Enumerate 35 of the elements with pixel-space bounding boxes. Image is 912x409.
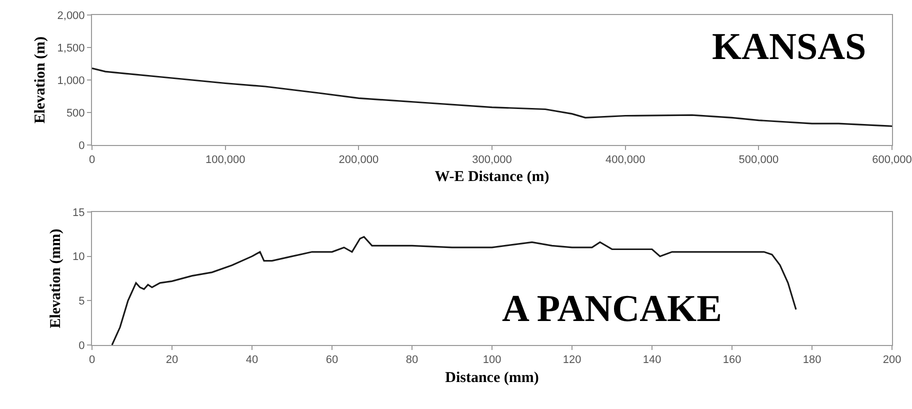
y-axis-title: Elevation (m): [32, 36, 49, 124]
x-tick-label: 60: [326, 354, 338, 366]
y-tick-label: 1,500: [57, 42, 85, 54]
x-tick-label: 0: [88, 154, 96, 166]
y-axis-title: Elevation (mm): [48, 228, 64, 328]
x-tick-label: 100: [482, 354, 502, 366]
y-tick-label: 15: [72, 206, 85, 219]
x-tick-label: 80: [406, 354, 418, 366]
x-axis-title: Distance (mm): [445, 370, 539, 386]
y-tick-label: 1,000: [57, 74, 85, 87]
line-series: [92, 68, 892, 127]
y-tick-label: 0: [78, 340, 85, 352]
x-tick-label: 140: [642, 354, 662, 366]
x-tick-label: 200,000: [338, 154, 379, 166]
x-tick-label: 0: [88, 354, 96, 366]
x-tick-label: 500,000: [738, 154, 779, 166]
x-axis-title: W-E Distance (m): [434, 169, 550, 185]
y-tick-label: 5: [78, 296, 85, 308]
x-tick-label: 180: [802, 354, 822, 366]
y-tick-label: 0: [78, 140, 85, 152]
annotation: A PANCAKE: [502, 288, 722, 330]
line-series: [111, 236, 797, 345]
x-tick-label: 160: [722, 354, 742, 366]
x-tick-label: 200: [882, 354, 902, 366]
x-tick-label: 100,000: [205, 154, 246, 166]
x-tick-label: 600,000: [872, 154, 912, 166]
y-tick-label: 500: [66, 107, 85, 120]
x-tick-label: 120: [562, 354, 582, 366]
y-tick-label: 10: [72, 251, 85, 264]
x-tick-label: 20: [166, 354, 178, 366]
x-tick-label: 300,000: [472, 154, 512, 166]
x-tick-label: 40: [246, 354, 258, 366]
y-tick-label: 2,000: [57, 10, 85, 22]
annotation: KANSAS: [712, 26, 866, 68]
x-tick-label: 400,000: [605, 154, 646, 166]
